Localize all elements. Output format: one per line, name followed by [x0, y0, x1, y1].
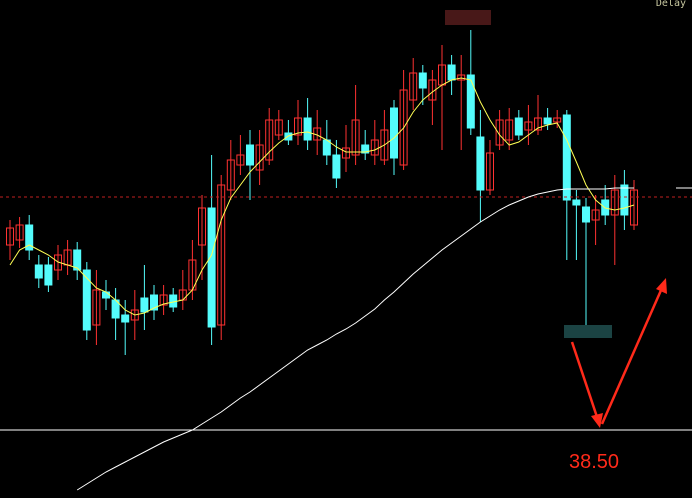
average-line — [76, 187, 634, 491]
average-line — [9, 77, 635, 316]
arrow-down — [570, 341, 600, 421]
arrow-head — [591, 413, 603, 428]
blurred-high-label — [445, 10, 491, 25]
annotation-arrows — [570, 278, 667, 428]
support-label: 38.50 — [569, 451, 619, 473]
arrow-up — [600, 287, 664, 425]
status-text: Delay — [656, 0, 686, 9]
arrow-head — [656, 278, 667, 294]
blurred-low-label — [564, 325, 612, 338]
